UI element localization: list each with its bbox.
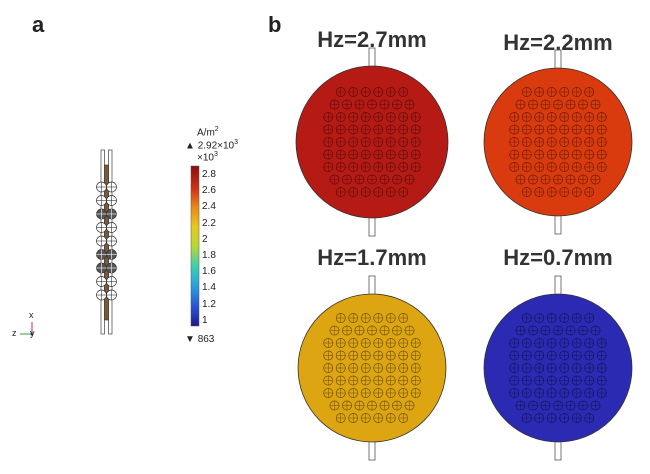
disc-3: [297, 275, 447, 461]
panel-label-b: b: [268, 12, 282, 37]
colorbar-tick-label: 2.2: [202, 217, 216, 229]
colorbar-scale: ×103: [197, 151, 218, 164]
disc-2: [483, 49, 633, 235]
colorbar-gradient: [190, 165, 200, 327]
colorbar-tick-label: 1.8: [202, 250, 216, 261]
disc-1: [295, 47, 449, 237]
colorbar-tick-label: 1.4: [202, 282, 216, 294]
colorbar-tick-label: 1: [202, 314, 208, 326]
disc-title-3: Hz=1.7mm: [317, 245, 427, 270]
colorbar-unit: A/m2: [197, 126, 219, 139]
colorbar-tick-label: 2: [202, 233, 208, 245]
colorbar-tick-label: 2.6: [202, 185, 216, 197]
axis-x-label: x: [29, 310, 34, 320]
disc-4: [483, 275, 633, 461]
colorbar-max: ▲ 2.92×103: [185, 139, 239, 152]
colorbar-tick-label: 1.6: [202, 266, 216, 278]
colorbar-min: ▼ 863: [185, 334, 215, 345]
axis-triad: [20, 322, 34, 336]
side-view-stack: [96, 149, 117, 335]
disc-title-4: Hz=0.7mm: [503, 245, 613, 270]
panel-label-a: a: [32, 12, 45, 37]
axis-z-label: z: [12, 328, 17, 338]
colorbar-tick-label: 1.2: [202, 298, 216, 310]
colorbar-tick-label: 2.8: [202, 169, 216, 180]
colorbar-tick-label: 2.4: [202, 201, 216, 213]
axis-y-label: y: [30, 328, 35, 338]
